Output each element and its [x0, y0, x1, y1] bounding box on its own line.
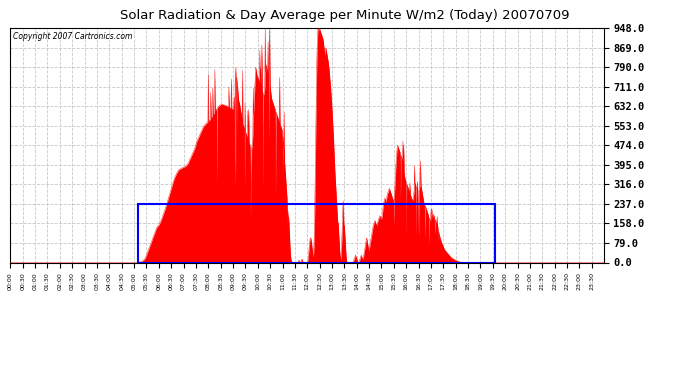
Bar [138, 204, 495, 262]
Text: Solar Radiation & Day Average per Minute W/m2 (Today) 20070709: Solar Radiation & Day Average per Minute… [120, 9, 570, 22]
Text: Copyright 2007 Cartronics.com: Copyright 2007 Cartronics.com [13, 32, 132, 40]
